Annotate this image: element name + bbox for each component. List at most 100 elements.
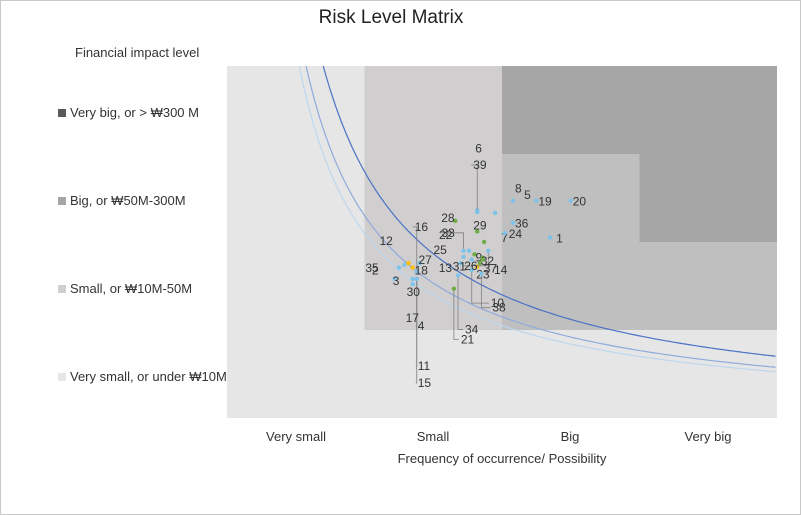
data-point-18: [410, 265, 415, 270]
data-point-5: [492, 210, 498, 216]
data-label-15: 15: [418, 376, 432, 390]
legend-swatch-small: [58, 284, 66, 293]
chart-title: Risk Level Matrix: [318, 7, 464, 28]
data-label-38: 38: [492, 301, 506, 315]
data-label-4: 4: [418, 319, 425, 333]
data-label-31: 31: [453, 260, 467, 274]
data-label-25: 25: [434, 243, 448, 257]
data-point-37: [480, 257, 485, 262]
risk-curve-2: [305, 66, 776, 368]
data-point-28: [453, 218, 458, 224]
legend-small: Small, or ₩10M-50M: [58, 281, 192, 296]
data-point-35: [402, 262, 407, 268]
data-point-1: [547, 235, 553, 240]
legend-very-big: Very big, or > ₩300 M: [58, 105, 199, 120]
data-label-32: 32: [481, 254, 495, 268]
leader-line-34: [457, 275, 463, 330]
leader-line-21: [453, 288, 459, 341]
data-point-27: [417, 260, 422, 266]
x-tick-very-small: Very small: [266, 429, 326, 444]
leader-line-10: [471, 270, 489, 304]
data-point-12: [406, 260, 411, 266]
data-label-39: 39: [473, 158, 487, 172]
data-point-15: [414, 276, 419, 282]
data-point-39: [475, 209, 480, 215]
data-point-20: [568, 198, 573, 203]
data-point-19: [534, 198, 539, 203]
data-label-35: 35: [365, 261, 379, 275]
data-label-9: 9: [476, 250, 483, 264]
data-point-36: [510, 220, 516, 225]
legend-swatch-big: [58, 196, 66, 205]
data-label-7: 7: [501, 231, 508, 245]
leader-line-16: [412, 226, 418, 272]
data-label-16: 16: [415, 220, 429, 234]
data-point-21: [451, 286, 457, 291]
data-point-38: [479, 271, 484, 276]
data-point-10: [469, 267, 474, 273]
legend-big: Big, or ₩50M-300M: [58, 193, 186, 208]
data-label-30: 30: [407, 285, 421, 299]
data-label-17: 17: [406, 311, 420, 325]
data-point-7: [481, 239, 487, 245]
data-point-24: [502, 231, 507, 236]
data-label-36: 36: [515, 217, 529, 231]
data-point-8: [510, 198, 516, 203]
data-label-1: 1: [556, 232, 563, 246]
zone-very-big-4: [639, 66, 777, 242]
data-point-22: [466, 248, 472, 253]
data-label-22: 22: [439, 228, 453, 242]
data-label-28: 28: [441, 211, 455, 225]
leader-line-15: [415, 278, 418, 384]
data-label-11: 11: [418, 359, 431, 373]
data-point-16: [414, 269, 419, 275]
x-axis-title: Frequency of occurrence/ Possibility: [397, 451, 607, 466]
data-label-37: 37: [484, 262, 498, 276]
legend-very-small: Very small, or under ₩10M: [58, 369, 227, 384]
data-point-9: [472, 252, 477, 257]
legend-label-very-big: Very big, or > ₩300 M: [70, 105, 199, 120]
data-label-19: 19: [538, 195, 552, 209]
data-point-30: [410, 276, 415, 282]
legend-label-big: Big, or ₩50M-300M: [70, 193, 186, 208]
data-label-6: 6: [475, 141, 482, 155]
x-tick-small: Small: [416, 429, 450, 444]
data-label-10: 10: [491, 296, 505, 310]
x-tick-very-big: Very big: [684, 429, 732, 444]
data-label-33: 33: [442, 226, 456, 240]
data-point-2: [396, 265, 402, 270]
data-label-13: 13: [439, 261, 453, 275]
data-point-29: [475, 229, 480, 234]
leader-line-26: [462, 250, 489, 267]
data-label-34: 34: [465, 322, 479, 336]
data-label-24: 24: [509, 227, 523, 241]
data-point-33: [461, 248, 466, 253]
data-label-21: 21: [461, 333, 475, 347]
legend-label-very-small: Very small, or under ₩10M: [70, 369, 227, 384]
legend-label-small: Small, or ₩10M-50M: [70, 281, 193, 296]
data-label-2: 2: [372, 264, 379, 278]
data-label-29: 29: [473, 218, 487, 232]
leader-line-39: [471, 164, 478, 213]
risk-curve-1: [322, 66, 776, 357]
data-label-14: 14: [494, 263, 508, 277]
data-point-34: [455, 273, 461, 278]
data-point-26: [486, 248, 491, 253]
data-point-31: [469, 257, 474, 262]
data-label-8: 8: [515, 182, 522, 196]
data-label-18: 18: [415, 264, 429, 278]
data-point-17: [410, 282, 415, 287]
legend-swatch-very-small: [58, 372, 66, 381]
data-label-26: 26: [464, 259, 478, 273]
data-label-20: 20: [573, 195, 587, 209]
data-point-3: [392, 276, 397, 282]
data-point-25: [461, 254, 466, 260]
data-label-5: 5: [524, 188, 531, 202]
y-axis-title: Financial impact level: [75, 45, 200, 60]
x-tick-big: Big: [560, 429, 580, 444]
data-point-13: [458, 260, 463, 266]
leader-line-38: [480, 273, 491, 309]
leader-line-33: [439, 232, 464, 251]
